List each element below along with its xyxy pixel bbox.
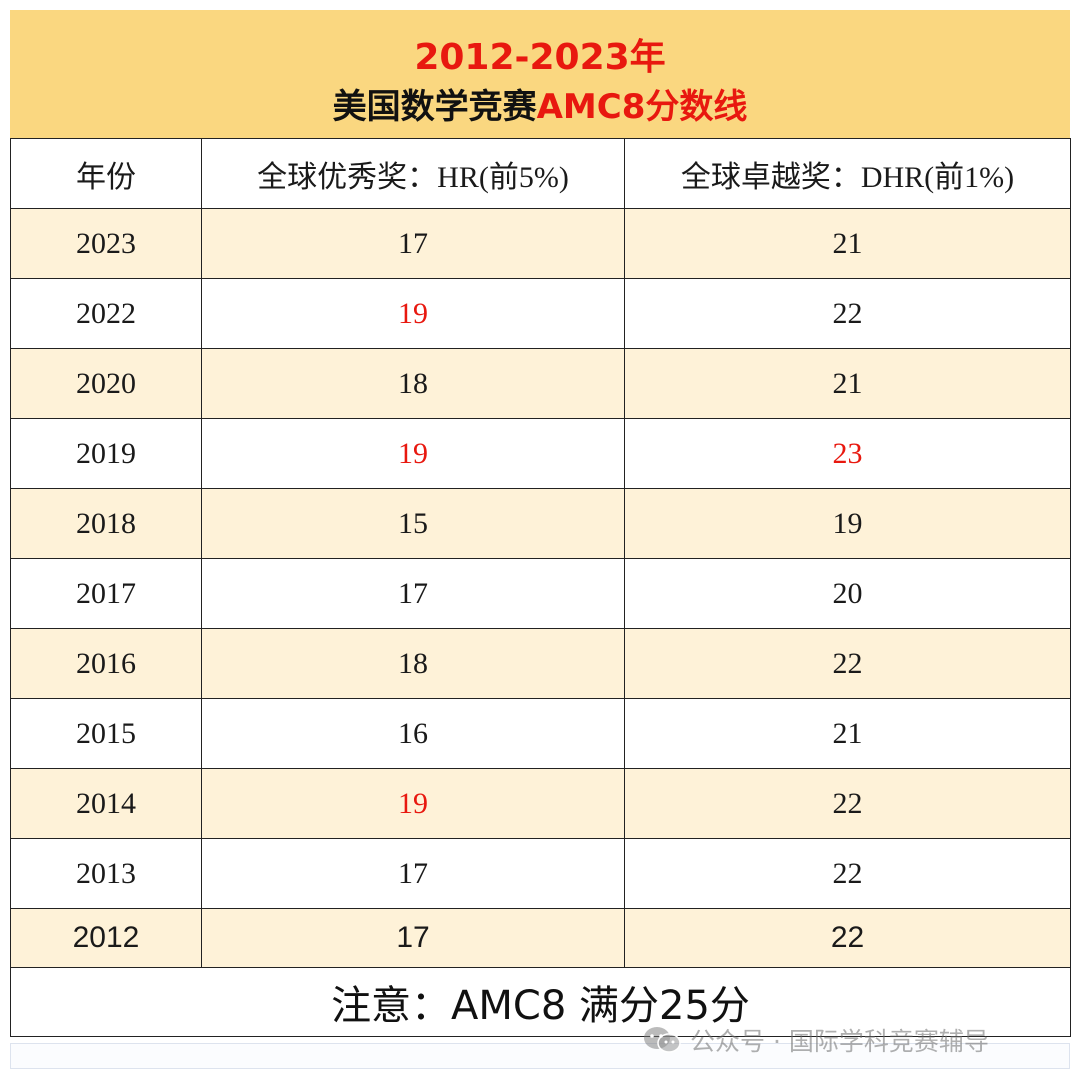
- watermark: 公众号 · 国际学科竞赛辅导: [642, 1022, 989, 1058]
- cell-year: 2014: [10, 768, 202, 839]
- cell-dhr: 20: [624, 558, 1071, 629]
- cell-dhr: 22: [624, 278, 1071, 349]
- cell-year: 2016: [10, 628, 202, 699]
- cell-year: 2020: [10, 348, 202, 419]
- cell-dhr: 21: [624, 698, 1071, 769]
- cell-year: 2013: [10, 838, 202, 909]
- header-hr: 全球优秀奖：HR(前5%): [201, 138, 625, 209]
- cell-hr: 17: [201, 908, 625, 968]
- bottom-strip: [10, 1043, 1070, 1069]
- wechat-icon: [642, 1025, 682, 1055]
- cell-dhr: 22: [624, 768, 1071, 839]
- table-row: 2017 17 20: [10, 558, 1071, 629]
- cell-dhr: 23: [624, 418, 1071, 489]
- table-body: 2023 17 21 2022 19 22 2020 18 21 2019 19 23 2018 15 19…: [10, 208, 1071, 968]
- cell-hr: 19: [201, 768, 625, 839]
- cell-hr: 15: [201, 488, 625, 559]
- full-score-note: 注意：AMC8 满分25分: [10, 967, 1071, 1037]
- title-banner: 2012-2023年 美国数学竞赛AMC8分数线: [10, 10, 1070, 138]
- title-subject: 美国数学竞赛AMC8分数线: [10, 90, 1070, 124]
- cell-year: 2022: [10, 278, 202, 349]
- note-row: 注意：AMC8 满分25分: [10, 967, 1071, 1037]
- cell-dhr: 22: [624, 628, 1071, 699]
- cell-dhr: 19: [624, 488, 1071, 559]
- score-sheet: 2012-2023年 美国数学竞赛AMC8分数线 年份 全球优秀奖：HR(前5%…: [10, 10, 1071, 1037]
- table-row: 2019 19 23: [10, 418, 1071, 489]
- cell-year: 2018: [10, 488, 202, 559]
- title-years: 2012-2023年: [414, 37, 666, 78]
- cell-year: 2019: [10, 418, 202, 489]
- cell-dhr: 21: [624, 348, 1071, 419]
- table-row: 2015 16 21: [10, 698, 1071, 769]
- cell-dhr: 22: [624, 908, 1071, 968]
- cell-hr: 19: [201, 418, 625, 489]
- cell-hr: 17: [201, 838, 625, 909]
- table-row: 2018 15 19: [10, 488, 1071, 559]
- cell-hr: 17: [201, 208, 625, 279]
- header-dhr: 全球卓越奖：DHR(前1%): [624, 138, 1071, 209]
- title-subject-accent: AMC8分数线: [536, 87, 748, 127]
- cell-dhr: 22: [624, 838, 1071, 909]
- table-row: 2012 17 22: [10, 908, 1071, 968]
- cell-year: 2017: [10, 558, 202, 629]
- table-row: 2022 19 22: [10, 278, 1071, 349]
- cutoff-table: 年份 全球优秀奖：HR(前5%) 全球卓越奖：DHR(前1%) 2023 17 21…: [10, 138, 1071, 1037]
- cell-hr: 17: [201, 558, 625, 629]
- table-row: 2023 17 21: [10, 208, 1071, 279]
- cell-hr: 18: [201, 348, 625, 419]
- cell-year: 2015: [10, 698, 202, 769]
- table-row: 2020 18 21: [10, 348, 1071, 419]
- watermark-text: 公众号 · 国际学科竞赛辅导: [690, 1027, 989, 1056]
- cell-dhr: 21: [624, 208, 1071, 279]
- table-row: 2016 18 22: [10, 628, 1071, 699]
- cell-hr: 19: [201, 278, 625, 349]
- header-year: 年份: [10, 138, 202, 209]
- cell-year: 2023: [10, 208, 202, 279]
- table-row: 2013 17 22: [10, 838, 1071, 909]
- table-header-row: 年份 全球优秀奖：HR(前5%) 全球卓越奖：DHR(前1%): [10, 138, 1071, 209]
- cell-hr: 18: [201, 628, 625, 699]
- cell-hr: 16: [201, 698, 625, 769]
- title-subject-prefix: 美国数学竞赛: [332, 87, 537, 127]
- cell-year: 2012: [10, 908, 202, 968]
- table-row: 2014 19 22: [10, 768, 1071, 839]
